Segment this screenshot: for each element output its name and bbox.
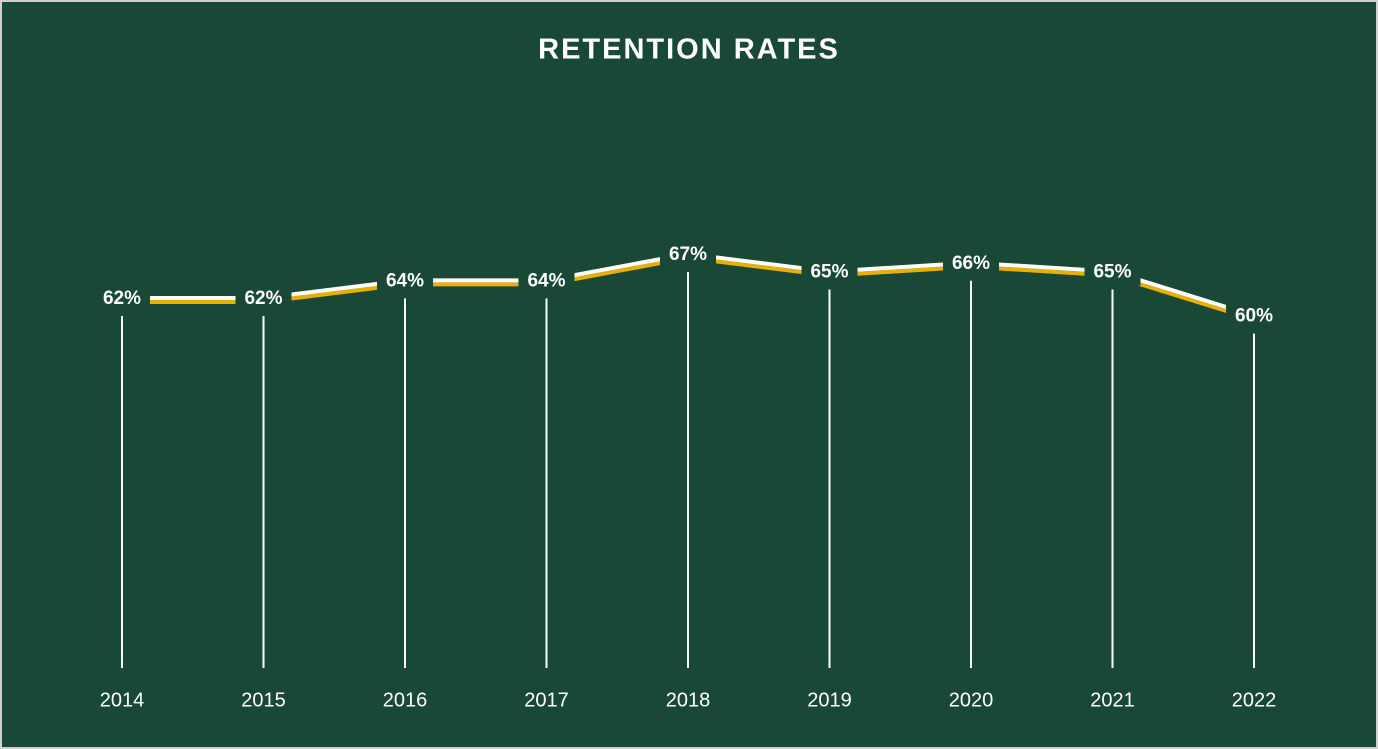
- chart-title: RETENTION RATES: [538, 34, 840, 66]
- data-label: 67%: [669, 244, 707, 265]
- label-background: [1084, 259, 1141, 286]
- x-tick-label: 2020: [949, 689, 994, 711]
- data-label: 62%: [244, 288, 282, 309]
- label-background: [801, 259, 858, 286]
- x-tick-label: 2016: [383, 689, 428, 711]
- x-tick-label: 2015: [241, 689, 286, 711]
- data-label: 66%: [952, 253, 990, 274]
- label-background: [94, 285, 150, 312]
- label-background: [943, 250, 999, 277]
- data-label: 60%: [1235, 306, 1273, 327]
- data-label: 65%: [810, 262, 848, 283]
- data-label: 64%: [527, 270, 565, 291]
- x-tick-label: 2022: [1232, 689, 1277, 711]
- label-background: [377, 268, 433, 295]
- label-background: [518, 268, 575, 295]
- label-background: [660, 241, 716, 268]
- x-tick-label: 2017: [524, 689, 569, 711]
- label-background: [1226, 303, 1282, 330]
- data-label: 65%: [1093, 262, 1131, 283]
- label-background: [235, 285, 292, 312]
- data-label: 62%: [103, 288, 141, 309]
- x-tick-label: 2014: [100, 689, 145, 711]
- data-label: 64%: [386, 270, 424, 291]
- x-tick-label: 2019: [807, 689, 852, 711]
- x-tick-label: 2021: [1090, 689, 1135, 711]
- x-tick-label: 2018: [666, 689, 711, 711]
